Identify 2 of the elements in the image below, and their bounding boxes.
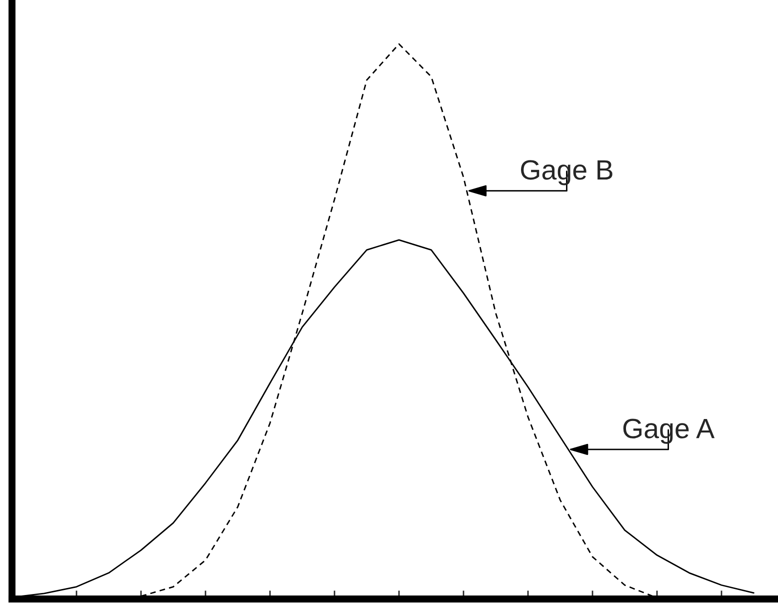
annotation: Gage A xyxy=(623,418,715,444)
annotation: Gage B xyxy=(521,160,612,186)
